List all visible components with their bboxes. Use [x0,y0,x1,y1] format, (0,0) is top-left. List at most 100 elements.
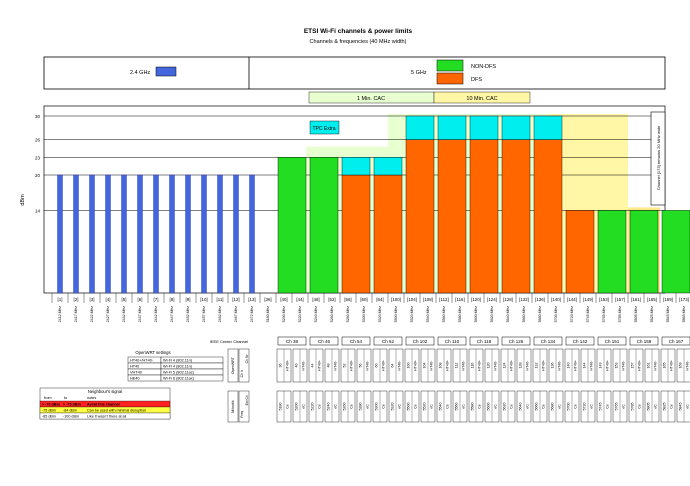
bar-tpc-extra [405,115,435,140]
ieee-center-box [277,336,307,346]
openwrt-cell-value: 48 [327,364,331,368]
neighbours-note: Can be used with minimal disruption [87,409,146,413]
x-tick-label: [144] [567,297,577,302]
x-tick-label: [120] [471,297,481,302]
openwrt-cell-value: 157 [631,363,635,369]
mikrotik-cell-setting: eC [366,404,370,409]
mikrotik-cell-setting: eC [622,404,626,409]
x-tick-label: [9] [186,297,191,302]
mikrotik-cell-value: 5580 [471,403,475,411]
x-tick-label: [173] [679,297,689,302]
bar-24ghz [105,174,111,294]
openwrt-cell-value: 120 [487,363,491,369]
openwrt-cell-setting: HT40- [334,360,338,371]
y-tick-label: 23 [35,155,41,160]
mikrotik-cell-value: 5805 [647,403,651,411]
openwrt-cell-value: 165 [663,363,667,369]
bar-5ghz [533,139,563,294]
tpc-extra-box [309,120,340,135]
mikrotik-header: Mikrotik [231,400,235,413]
mikrotik-cell-setting: Ce [286,404,290,409]
bar-5ghz [277,157,307,294]
neighbours-to: -100 dBm [63,415,79,419]
x-tick-label: [10] [200,297,207,302]
mikrotik-cell-value: 5220 [311,403,315,411]
freq-label: 2447 MHz [170,306,174,323]
x-tick-label: [108] [423,297,433,302]
cac-1min-label: 1 Min. CAC [357,96,385,102]
bar-tpc-extra [437,115,467,140]
x-tick-label: [153] [599,297,609,302]
openwrt-header: OpenWRT [231,356,235,374]
openwrt-cell-value: 144 [583,363,587,369]
ieee-center-label: Ch 142 [573,339,588,344]
bar-tpc-extra [533,115,563,140]
x-tick-label: [165] [647,297,657,302]
bar-tpc-extra [469,115,499,140]
ieee-center-box [533,336,563,346]
openwrt-cell-setting: HT40+ [350,360,354,371]
bar-5ghz [469,139,499,294]
ieee-center-label: Ch 110 [445,339,460,344]
x-tick-label: [3] [90,297,95,302]
mikrotik-cell-setting: eC [526,404,530,409]
freq-label: 5200 MHz [282,306,286,323]
mikrotik-cell-value: 5540 [439,403,443,411]
mikrotik-cell-value: 5500 [407,403,411,411]
bar-5ghz [309,157,339,294]
ieee-center-box [501,336,531,346]
bar-24ghz [217,174,223,294]
openwrt-cell-setting: HT40+ [638,360,642,371]
openwrt-cell-setting: HT40- [462,360,466,371]
ieee-center-label: Ch 54 [350,339,363,344]
openwrt-cell-value: 36 [279,364,283,368]
freq-label: 5280 MHz [346,306,350,323]
side-note-text: Channel [173] remains 20 MHz wide [656,125,661,190]
bar-tpc-extra [501,115,531,140]
x-tick-label: [12] [232,297,239,302]
ieee-center-box [341,336,371,346]
openwrt-cell-value: 128 [519,363,523,369]
x-tick-label: [2] [74,297,79,302]
bar-5ghz [501,139,531,294]
x-tick-label: [40] [280,297,287,302]
x-tick-label: [116] [455,297,464,302]
bar-24ghz [169,174,175,294]
freq-label: 5600 MHz [474,306,478,323]
ieee-center-label: Ch 134 [541,339,556,344]
mikrotik-subheader: Ext Ch [245,395,249,405]
openwrt-cell-setting: HT40+ [446,360,450,371]
openwrt-cell-setting: HT40- [526,360,530,371]
mikrotik-cell-value: 5560 [455,403,459,411]
openwrt-subheader: Ch Nr [245,354,249,364]
ieee-center-box [597,336,627,346]
openwrt-value: Wi-Fi 5 (802.11ac) [163,371,195,375]
openwrt-cell-setting: HT40- [686,360,690,371]
mikrotik-cell-value: 5260 [343,403,347,411]
x-tick-label: [112] [439,297,448,302]
openwrt-cell-setting: HT40- [622,360,626,371]
mikrotik-cell-setting: eC [462,404,466,409]
x-tick-label: [157] [615,297,625,302]
ieee-center-label: Ch 126 [509,339,524,344]
openwrt-cell-setting: HT40+ [414,360,418,371]
y-tick-label: 20 [35,173,41,178]
freq-label: 5765 MHz [602,306,606,323]
x-tick-label: [5] [122,297,127,302]
freq-label: 2427 MHz [106,306,110,323]
x-tick-label: [132] [519,297,529,302]
freq-label: 5680 MHz [538,306,542,323]
x-tick-label: [124] [487,297,497,302]
freq-label: 2467 MHz [234,306,238,323]
mikrotik-cell-value: 5520 [423,403,427,411]
x-tick-label: [1] [58,297,63,302]
neighbours-table: Neighbour's signal from to notes > -70 dBm > … [39,387,171,420]
ieee-center-box [309,336,339,346]
plot-area [43,105,690,294]
y-axis-label: dBm [20,194,26,206]
openwrt-settings: OpenWRT settings HT40+/HT40- Wi-Fi 4 (802.… [127,350,224,382]
bar-5ghz [373,174,403,294]
openwrt-cell-value: 112 [455,363,459,369]
